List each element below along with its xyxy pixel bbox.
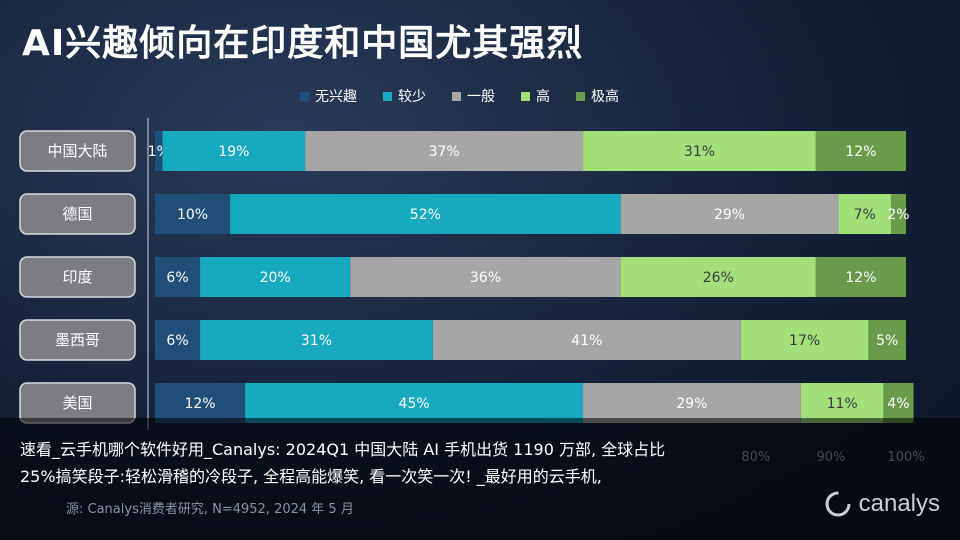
bar-segment (305, 131, 584, 171)
caption-overlay (0, 418, 960, 540)
data-label: 29% (714, 207, 745, 223)
category-label-box (19, 130, 136, 172)
data-label: 2% (887, 207, 909, 223)
brand-name: canalys (858, 490, 940, 517)
bar-segment (583, 131, 816, 171)
category-label: 德国 (62, 205, 92, 223)
bar-segment (245, 383, 584, 423)
legend-swatch (300, 91, 309, 101)
bar-segment (432, 320, 741, 360)
data-label: 41% (571, 333, 602, 349)
data-label: 5% (876, 333, 898, 349)
category-label-box (19, 256, 136, 298)
data-label: 6% (166, 333, 188, 349)
data-label: 36% (470, 270, 501, 286)
canalys-logo-icon (825, 491, 851, 517)
legend-swatch (521, 91, 530, 101)
legend-item: 较少 (383, 86, 426, 106)
legend-item: 高 (521, 86, 550, 106)
bar-segment (155, 194, 231, 234)
data-label: 37% (429, 144, 460, 160)
bar-segment (838, 194, 891, 234)
legend-item: 无兴趣 (300, 86, 357, 106)
data-label: 12% (845, 270, 876, 286)
bar-segment (155, 320, 201, 360)
source-note: 源: Canalys消费者研究, N=4952, 2024 年 5 月 (66, 502, 354, 517)
bar-segment (890, 194, 906, 234)
bar-segment (815, 131, 906, 171)
bar-segment (200, 320, 433, 360)
data-label: 29% (676, 396, 707, 412)
legend-label: 极高 (591, 89, 619, 105)
legend-swatch (576, 91, 585, 101)
data-label: 11% (827, 396, 858, 412)
data-label: 12% (184, 396, 215, 412)
legend-label: 一般 (467, 89, 495, 105)
bar-segment (620, 194, 839, 234)
bar-segment (200, 257, 351, 297)
data-label: 17% (789, 333, 820, 349)
bar-segment (740, 320, 869, 360)
bar-segment (883, 383, 914, 423)
data-label: 20% (260, 270, 291, 286)
bar-segment (815, 257, 906, 297)
data-label: 4% (887, 396, 909, 412)
legend-swatch (383, 91, 392, 101)
category-label: 墨西哥 (55, 331, 100, 349)
bar-segment (350, 257, 621, 297)
chart-title: AI兴趣倾向在印度和中国尤其强烈 (22, 23, 584, 64)
legend-swatch (452, 91, 461, 101)
bar-segment (800, 383, 884, 423)
data-label: 31% (684, 144, 715, 160)
bar-segment (583, 383, 801, 423)
bar-segment (155, 257, 201, 297)
legend-label: 高 (536, 89, 550, 105)
bar-segment (155, 383, 246, 423)
bar-segment (155, 131, 163, 171)
brand-logo: canalys (825, 490, 940, 518)
data-label: 12% (845, 144, 876, 160)
legend-item: 一般 (452, 86, 495, 106)
data-label: 19% (218, 144, 249, 160)
data-label: 31% (301, 333, 332, 349)
category-label: 中国大陆 (47, 142, 107, 160)
category-label: 美国 (62, 394, 92, 412)
chart-legend: 无兴趣 较少 一般 高 极高 (300, 86, 619, 106)
data-label: 7% (854, 207, 876, 223)
bar-segment (868, 320, 906, 360)
data-label: 45% (399, 396, 430, 412)
category-label-box (19, 193, 136, 235)
bar-segment (162, 131, 306, 171)
legend-label: 较少 (398, 89, 426, 105)
data-label: 52% (410, 207, 441, 223)
bar-segment (620, 257, 816, 297)
data-label: 6% (166, 270, 188, 286)
data-label: 26% (703, 270, 734, 286)
bar-segment (230, 194, 621, 234)
data-label: 10% (177, 207, 208, 223)
category-label-box (19, 319, 136, 361)
legend-label: 无兴趣 (315, 89, 357, 105)
caption-text: 速看_云手机哪个软件好用_Canalys: 2024Q1 中国大陆 AI 手机出… (20, 440, 666, 486)
category-label: 印度 (62, 268, 92, 286)
legend-item: 极高 (576, 86, 619, 106)
